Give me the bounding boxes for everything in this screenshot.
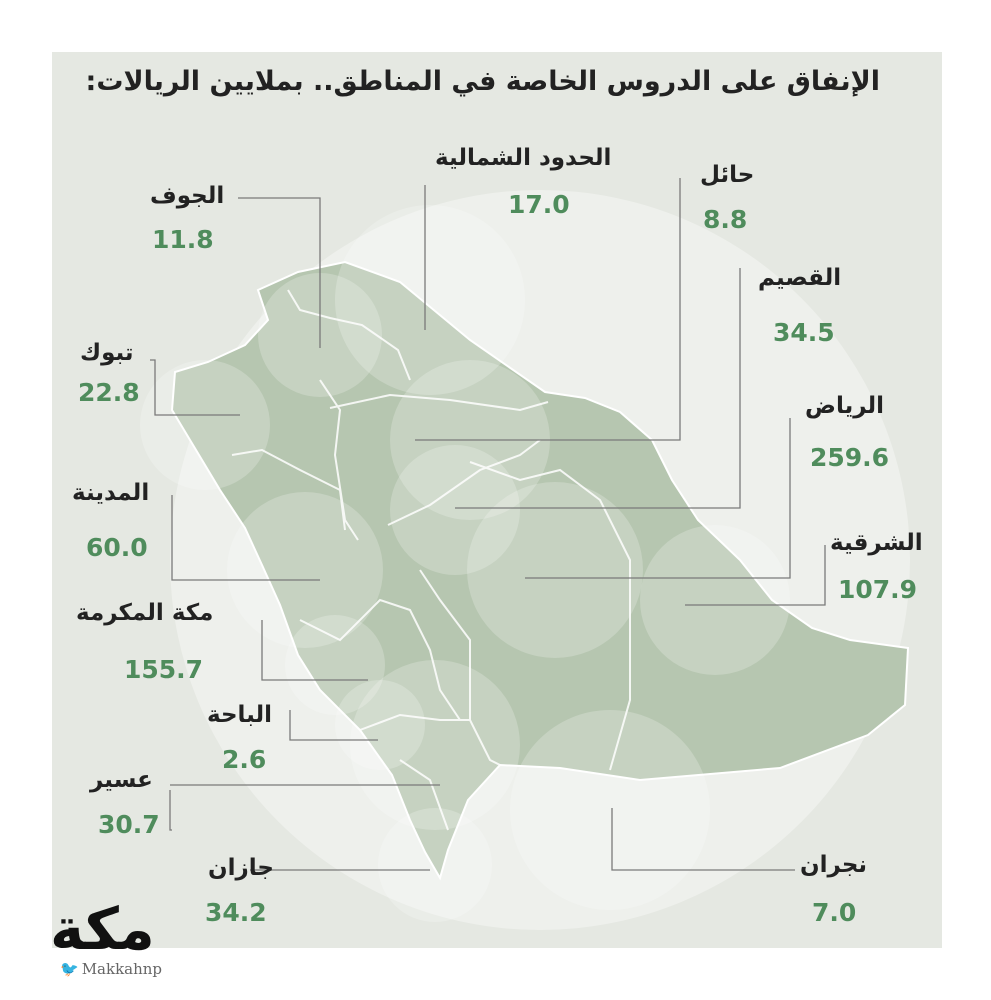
region-value-riyadh: 259.6: [810, 443, 890, 472]
infographic-title: الإنفاق على الدروس الخاصة في المناطق.. ب…: [85, 66, 880, 97]
region-value-aljouf: 11.8: [152, 225, 214, 254]
region-name-asir: عسير: [90, 767, 153, 793]
bubble-northern: [335, 205, 525, 395]
region-value-northern-borders: 17.0: [508, 190, 570, 219]
country-shape: [170, 260, 910, 881]
region-name-northern-borders: الحدود الشمالية: [435, 145, 612, 171]
region-value-tabuk: 22.8: [78, 378, 140, 407]
bubble-tabuk: [140, 360, 270, 490]
region-value-makkah: 155.7: [124, 655, 204, 684]
region-value-qassim: 34.5: [773, 318, 835, 347]
bubble-makkah: [350, 660, 520, 830]
region-value-eastern: 107.9: [838, 575, 918, 604]
region-name-eastern: الشرقية: [830, 530, 923, 556]
makkah-logo: مكة: [50, 895, 155, 963]
region-name-madinah: المدينة: [72, 480, 150, 506]
bubble-madinah: [227, 492, 383, 648]
bubble-riyadh: [467, 482, 643, 658]
twitter-handle[interactable]: 🐦 Makkahnp: [60, 960, 162, 978]
region-name-tabuk: تبوك: [80, 340, 134, 366]
region-value-najran: 7.0: [812, 898, 857, 927]
region-borders: [231, 289, 631, 831]
bubble-makkah-small: [285, 615, 385, 715]
region-value-jazan: 34.2: [205, 898, 267, 927]
region-name-jazan: جازان: [208, 855, 274, 881]
bubble-qassim: [390, 445, 520, 575]
twitter-bird-icon: 🐦: [60, 960, 79, 978]
region-name-riyadh: الرياض: [805, 393, 885, 419]
region-value-madinah: 60.0: [86, 533, 148, 562]
region-value-hail: 8.8: [703, 205, 748, 234]
bubble-jazan: [378, 808, 492, 922]
region-value-albaha: 2.6: [222, 745, 267, 774]
twitter-handle-text: Makkahnp: [81, 960, 163, 978]
region-name-makkah: مكة المكرمة: [76, 600, 214, 626]
region-name-aljouf: الجوف: [150, 183, 225, 209]
region-name-najran: نجران: [800, 852, 868, 878]
region-name-albaha: الباحة: [207, 702, 273, 728]
bubble-najran: [510, 710, 710, 910]
bubble-albaha: [335, 680, 425, 770]
region-name-qassim: القصيم: [758, 265, 842, 291]
bubble-eastern: [640, 525, 790, 675]
region-name-hail: حائل: [700, 162, 755, 188]
region-value-asir: 30.7: [98, 810, 160, 839]
leader-lines: [150, 178, 826, 871]
